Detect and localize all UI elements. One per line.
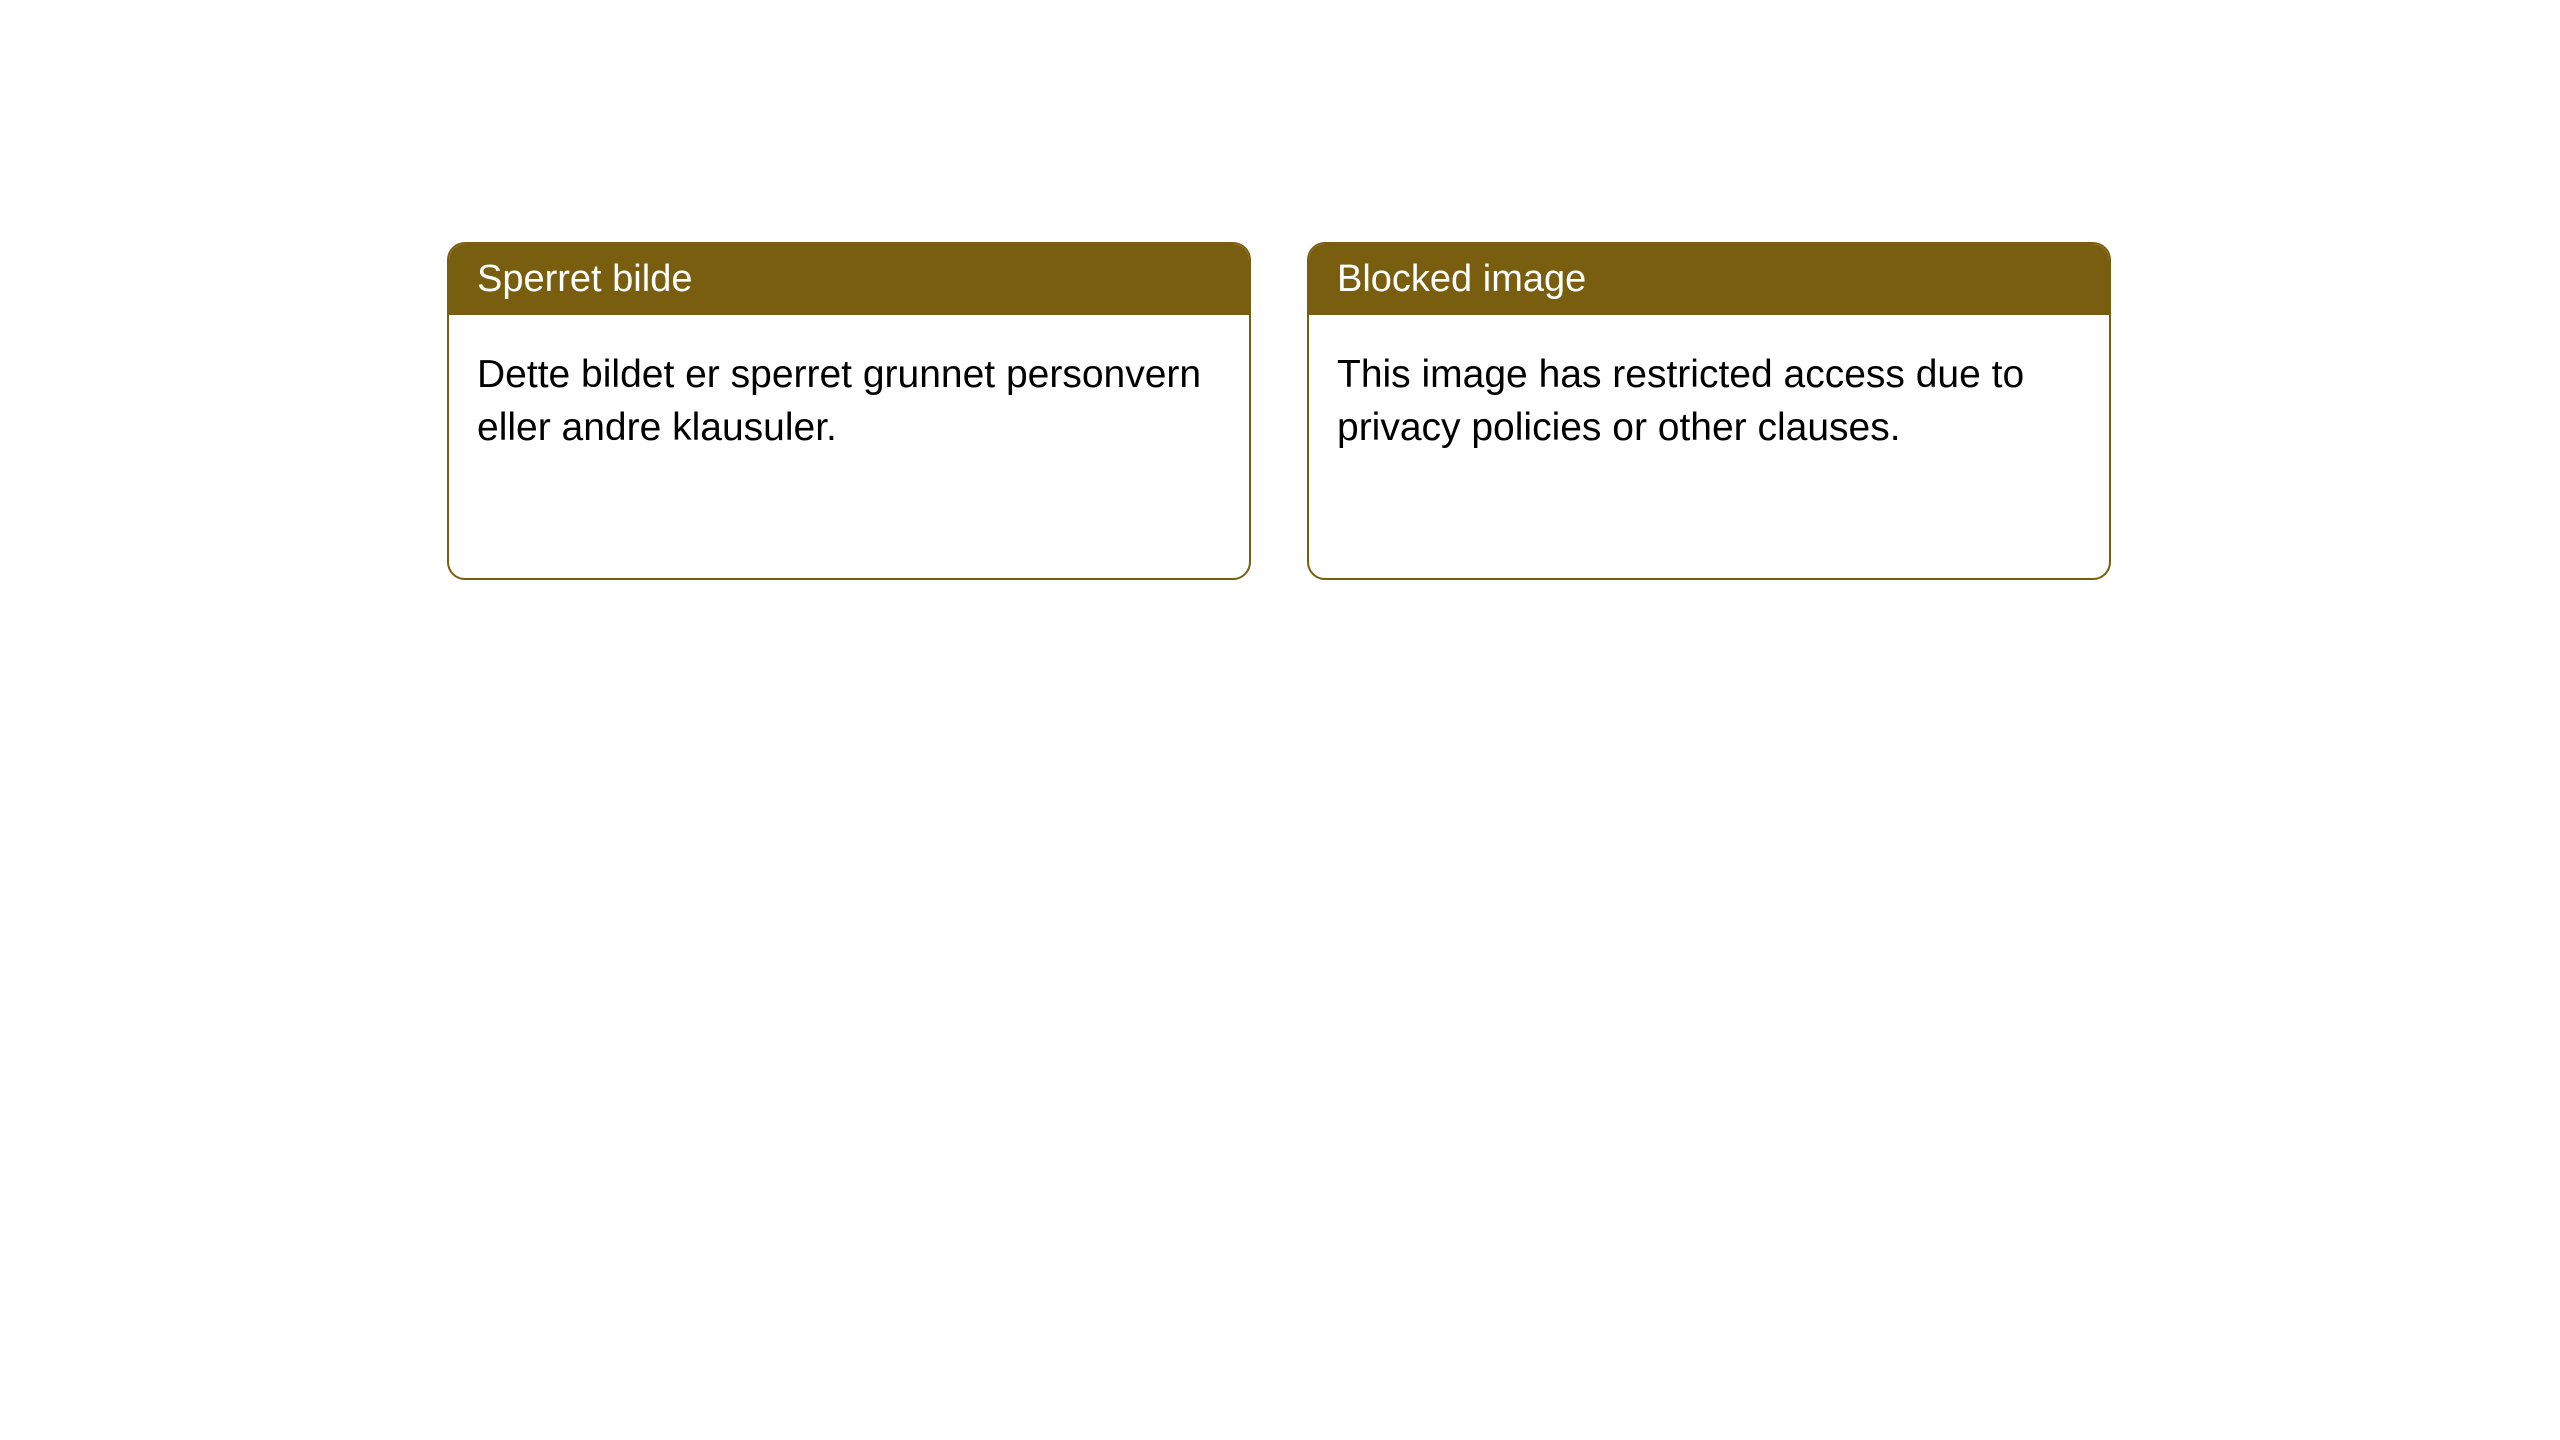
card-body: Dette bildet er sperret grunnet personve… [449, 315, 1249, 488]
card-title: Blocked image [1337, 258, 1586, 300]
card-body-text: Dette bildet er sperret grunnet personve… [477, 353, 1201, 449]
card-body-text: This image has restricted access due to … [1337, 353, 2024, 449]
notice-cards-container: Sperret bilde Dette bildet er sperret gr… [447, 242, 2111, 580]
card-title: Sperret bilde [477, 258, 692, 300]
notice-card-english: Blocked image This image has restricted … [1307, 242, 2111, 580]
card-header: Blocked image [1309, 244, 2109, 315]
notice-card-norwegian: Sperret bilde Dette bildet er sperret gr… [447, 242, 1251, 580]
card-header: Sperret bilde [449, 244, 1249, 315]
card-body: This image has restricted access due to … [1309, 315, 2109, 488]
